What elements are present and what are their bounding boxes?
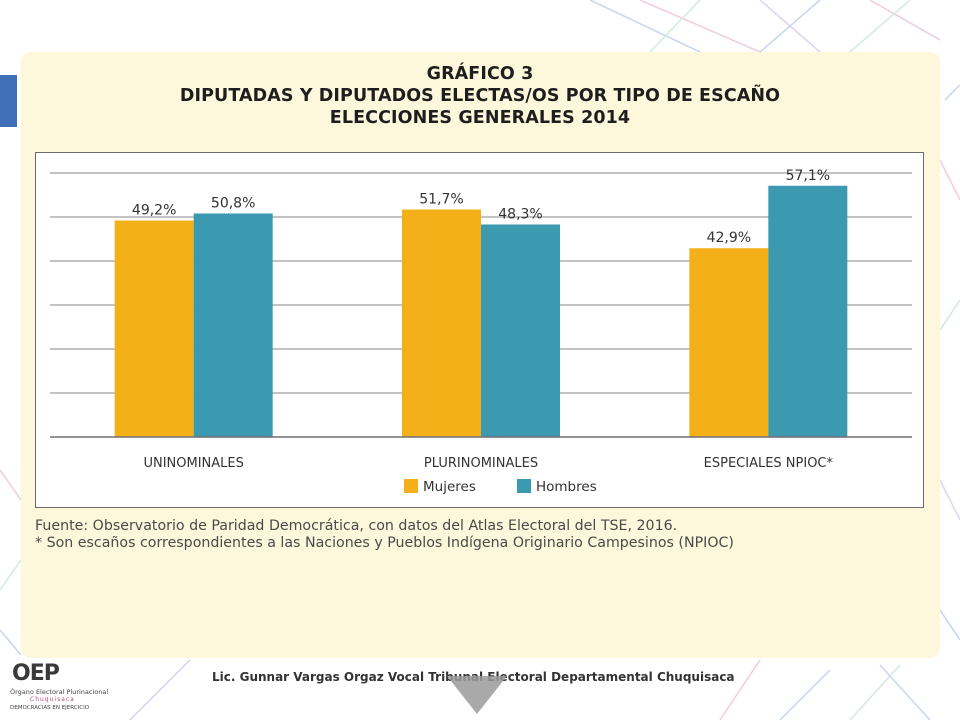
category-label: ESPECIALES NPIOC*	[704, 456, 834, 471]
logo-mark: OEP	[12, 661, 60, 686]
source-line: Fuente: Observatorio de Paridad Democrát…	[35, 518, 678, 534]
logo-department: Chuquisaca	[30, 696, 75, 703]
bar-mujeres	[402, 209, 481, 437]
bar-mujeres	[114, 220, 194, 437]
bar-chart: 49,2% 50,8% UNINOMINALES 51,7% 48,3% PLURINOM…	[50, 168, 912, 495]
chart-frame: 49,2% 50,8% UNINOMINALES 51,7% 48,3% PLURINOM…	[35, 152, 924, 508]
logo-tagline: DEMOCRACIAS EN EJERCICIO	[10, 705, 90, 711]
bar-mujeres	[689, 248, 769, 437]
side-accent-tab	[0, 75, 17, 127]
data-label: 48,3%	[498, 206, 542, 222]
category-label: UNINOMINALES	[143, 456, 243, 471]
bar-hombres	[481, 224, 560, 437]
bar-hombres	[768, 185, 848, 437]
category-label: PLURINOMINALES	[424, 456, 538, 471]
chart-title-line-2: DIPUTADAS Y DIPUTADOS ELECTAS/OS POR TIP…	[179, 86, 781, 106]
chart-title-line-1: GRÁFICO 3	[426, 64, 534, 84]
data-label: 50,8%	[211, 195, 255, 211]
data-label: 42,9%	[707, 230, 751, 246]
legend-label-mujeres: Mujeres	[423, 479, 476, 495]
data-label: 57,1%	[786, 168, 830, 184]
legend-swatch-hombres	[517, 479, 531, 493]
logo-org-name: Órgano Electoral Plurinacional	[10, 688, 109, 696]
chart-title-line-3: ELECCIONES GENERALES 2014	[329, 108, 631, 128]
data-label: 49,2%	[132, 203, 176, 219]
data-label: 51,7%	[419, 192, 463, 208]
source-notes: Fuente: Observatorio de Paridad Democrát…	[35, 518, 935, 552]
bar-hombres	[193, 213, 273, 437]
legend-swatch-mujeres	[404, 479, 418, 493]
oep-logo: OEP Órgano Electoral Plurinacional Chuqu…	[10, 658, 120, 718]
chart-title: GRÁFICO 3 DIPUTADAS Y DIPUTADOS ELECTAS/…	[0, 63, 960, 129]
footer-triangle-ornament	[447, 676, 507, 714]
footnote-line: * Son escaños correspondientes a las Nac…	[35, 535, 734, 551]
legend-label-hombres: Hombres	[536, 479, 597, 495]
